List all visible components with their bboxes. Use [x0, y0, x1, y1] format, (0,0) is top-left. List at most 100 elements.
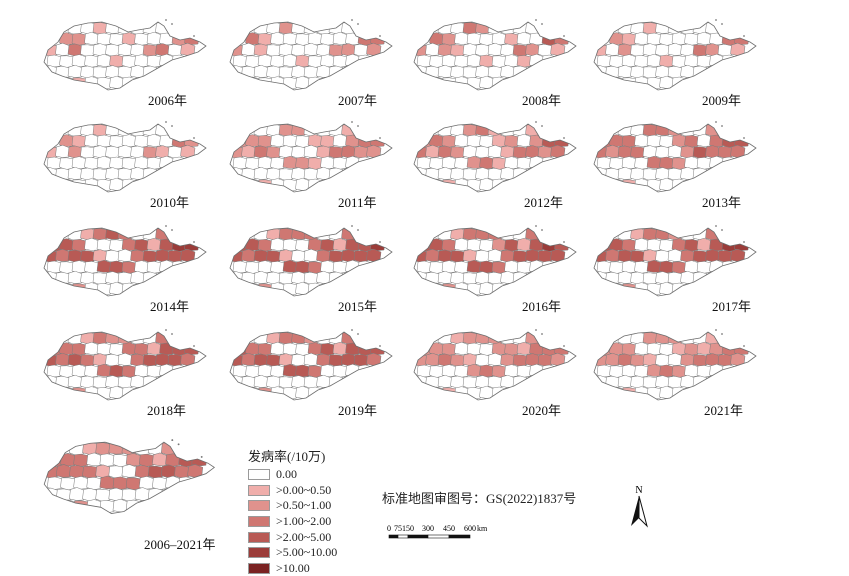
county-region [320, 77, 336, 90]
county-region [257, 33, 273, 46]
county-region [316, 332, 332, 345]
county-region [59, 55, 75, 68]
county-region [596, 177, 612, 191]
county-region [717, 375, 733, 388]
county-region [671, 76, 687, 90]
map-panel: 2015年 [226, 224, 398, 314]
year-label: 2011年 [338, 195, 377, 210]
county-region [165, 500, 181, 514]
county-region [152, 477, 168, 491]
county-region [142, 44, 158, 57]
county-region [734, 55, 750, 68]
county-region [232, 75, 248, 89]
county-region [295, 343, 311, 356]
county-region [609, 342, 625, 355]
county-region [462, 228, 478, 241]
county-region [138, 476, 155, 490]
county-region [117, 66, 133, 79]
county-region [491, 55, 507, 68]
county-region [184, 157, 200, 170]
county-region [320, 33, 336, 46]
county-region [646, 342, 662, 356]
year-label: 2020年 [522, 403, 562, 418]
year-label: 2009年 [702, 93, 742, 108]
county-region [684, 239, 700, 252]
county-region [105, 354, 121, 367]
county-region [112, 454, 129, 468]
county-region [671, 261, 687, 274]
county-region [167, 332, 183, 344]
county-region [257, 179, 273, 192]
province-outline [413, 123, 577, 193]
county-region [550, 22, 566, 35]
county-region [671, 55, 687, 68]
county-region [121, 157, 137, 170]
county-region [71, 283, 87, 296]
county-region [537, 354, 553, 367]
county-region [491, 342, 507, 355]
county-region [655, 250, 671, 263]
county-region [95, 488, 112, 502]
county-region [117, 144, 133, 158]
county-region [105, 44, 121, 57]
county-region [303, 272, 319, 285]
county-region [596, 260, 612, 274]
county-region [554, 261, 570, 274]
county-region [159, 179, 175, 192]
year-label: 2012年 [524, 195, 564, 210]
county-region [96, 134, 112, 148]
island-mark [541, 125, 543, 127]
county-region [487, 42, 503, 56]
county-region [121, 342, 137, 355]
island-mark [165, 225, 167, 227]
province-outline [593, 21, 757, 91]
county-region [121, 134, 137, 147]
county-region [634, 55, 650, 68]
county-region [257, 77, 273, 90]
county-region [487, 144, 503, 158]
county-region [462, 66, 478, 79]
county-region [134, 283, 150, 296]
county-region [659, 135, 675, 148]
county-region [487, 376, 503, 389]
island-mark [743, 137, 745, 139]
county-region [491, 282, 507, 296]
county-region [441, 77, 457, 90]
county-region [642, 376, 658, 389]
county-region [266, 167, 282, 181]
county-region [357, 75, 373, 89]
county-region [462, 22, 478, 35]
county-region [550, 272, 566, 285]
county-region [117, 42, 133, 56]
county-region [450, 250, 466, 263]
county-region [605, 144, 621, 158]
county-region [167, 167, 183, 180]
county-region [684, 135, 700, 148]
legend-item: >10.00 [248, 561, 337, 576]
county-region [500, 124, 516, 137]
island-mark [200, 455, 203, 458]
county-region [59, 32, 75, 45]
county-region [479, 33, 495, 46]
county-region [596, 156, 612, 170]
county-region [44, 354, 58, 367]
county-region [487, 66, 503, 79]
island-mark [563, 137, 565, 139]
county-region [709, 179, 725, 192]
county-region [257, 283, 273, 296]
county-region [696, 55, 712, 68]
county-region [332, 282, 348, 295]
county-region [680, 43, 696, 57]
county-region [414, 44, 428, 57]
county-region [642, 124, 658, 137]
province-outline [593, 123, 757, 193]
county-region [130, 249, 146, 263]
county-region [125, 477, 142, 491]
legend-label: >1.00~2.00 [276, 514, 332, 529]
county-region [253, 270, 269, 284]
county-region [414, 332, 428, 344]
county-region [730, 332, 746, 345]
county-region [487, 352, 503, 366]
county-region [146, 386, 162, 399]
map-panel: 2016年 [410, 224, 582, 314]
